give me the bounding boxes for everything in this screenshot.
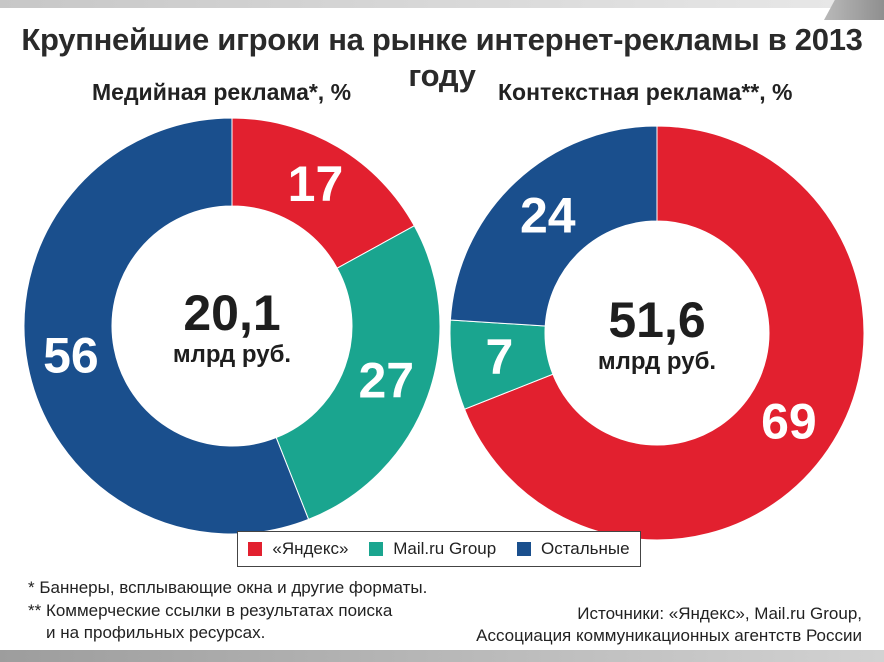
slice-label-media-яндекс: 17 (288, 156, 344, 212)
slice-label-media-mail-ru-group: 27 (358, 353, 414, 409)
legend-item-others: Остальные (516, 539, 630, 559)
footnote-2-line1: ** Коммерческие ссылки в результатах пои… (28, 601, 393, 620)
legend-label-yandex: «Яндекс» (272, 539, 349, 558)
center-value-media: 20,1 (183, 285, 280, 341)
legend-label-others: Остальные (540, 539, 630, 558)
legend-item-yandex: «Яндекс» (248, 539, 348, 559)
center-unit-context: млрд руб. (598, 348, 716, 375)
legend-label-mailru: Mail.ru Group (393, 539, 497, 558)
center-value-context: 51,6 (608, 292, 705, 348)
donut-slice-context-яндекс (463, 125, 865, 541)
bottom-decorative-bar (0, 650, 884, 662)
source-line2: Ассоциация коммуникационных агентств Рос… (476, 626, 862, 645)
top-corner-accent (824, 0, 884, 20)
footnote-1: * Баннеры, всплывающие окна и другие фор… (28, 578, 428, 597)
slice-label-context-остальные: 24 (520, 188, 576, 244)
legend-swatch-others (516, 542, 531, 556)
footnote-2-line2: и на профильных ресурсах. (46, 623, 266, 642)
right-chart-subtitle: Контекстная реклама**, % (498, 79, 793, 105)
donut-slice-media-остальные (23, 117, 310, 535)
center-unit-media: млрд руб. (173, 341, 291, 368)
chart-title: Крупнейшие игроки на рынке интернет-рекл… (21, 22, 863, 93)
legend-item-mailru: Mail.ru Group (369, 539, 496, 559)
legend-swatch-mailru (369, 542, 384, 556)
donut-slice-media-mail-ru-group (275, 225, 441, 521)
legend-swatch-yandex (248, 542, 263, 556)
top-decorative-bar (0, 0, 884, 8)
slice-label-context-яндекс: 69 (761, 394, 817, 450)
slice-label-context-mail-ru-group: 7 (486, 329, 514, 385)
legend: «Яндекс» Mail.ru Group Остальные (237, 531, 641, 567)
left-chart-subtitle: Медийная реклама*, % (92, 79, 352, 105)
source-line1: Источники: «Яндекс», Mail.ru Group, (577, 604, 862, 623)
donut-slice-context-остальные (449, 125, 658, 327)
slice-label-media-остальные: 56 (43, 328, 99, 384)
